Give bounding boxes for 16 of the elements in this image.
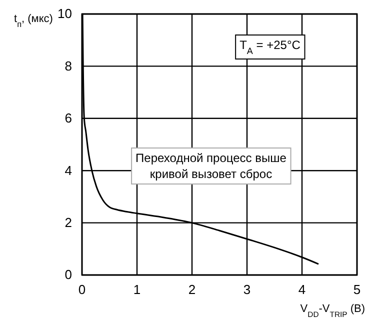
y-tick-label: 2 xyxy=(64,214,72,230)
x-tick-label: 2 xyxy=(188,282,196,298)
y-tick-label: 0 xyxy=(64,267,72,282)
y-tick-label: 10 xyxy=(58,6,72,22)
y-tick-label: 6 xyxy=(64,110,72,126)
x-tick-label: 3 xyxy=(243,282,251,298)
x-tick-label: 0 xyxy=(78,282,86,298)
x-tick-label: 1 xyxy=(133,282,141,298)
y-tick-label: 8 xyxy=(64,58,72,74)
x-tick-label: 4 xyxy=(298,282,306,298)
y-tick-label: 4 xyxy=(64,162,72,178)
annotation: Переходной процесс выше кривой вызовет сброс xyxy=(136,151,287,181)
annotation: T$_{A}$ = +25°C xyxy=(240,38,301,56)
x-axis-title: V$_{DD}$-V$_{TRIP}$ (В) xyxy=(300,303,365,318)
y-axis-title: t$_{п}$, (мкс) xyxy=(14,13,53,28)
x-tick-label: 5 xyxy=(353,282,361,298)
